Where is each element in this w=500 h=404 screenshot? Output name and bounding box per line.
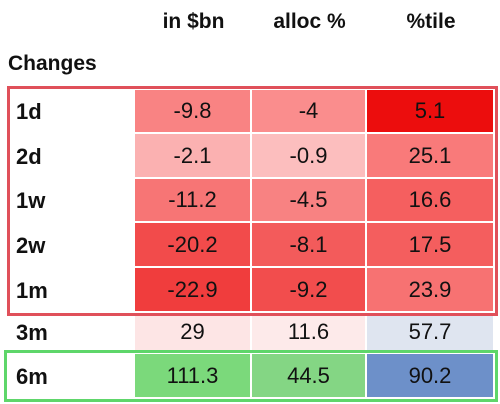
row-label: 3m <box>16 320 48 345</box>
row-label: 1w <box>16 188 46 213</box>
value-cell: -11.2 <box>135 179 252 223</box>
row-label: 1d <box>16 99 42 124</box>
value-cell: 57.7 <box>367 314 495 352</box>
value-cell: -9.2 <box>252 268 367 313</box>
value-cell: -22.9 <box>135 268 252 313</box>
value-cell: -2.1 <box>135 134 252 179</box>
value-cell: 44.5 <box>252 354 367 399</box>
value-cell: -4.5 <box>252 179 367 223</box>
value-cell: -4 <box>252 90 367 134</box>
value-cell: 16.6 <box>367 179 495 223</box>
value-cell: 25.1 <box>367 134 495 179</box>
column-header: %tile <box>406 10 456 33</box>
value-cell: 11.6 <box>252 314 367 352</box>
row-label: 2d <box>16 143 42 169</box>
column-header: in $bn <box>162 10 225 33</box>
value-cell: 23.9 <box>367 268 495 313</box>
column-header: alloc % <box>273 10 346 33</box>
value-cell: -8.1 <box>252 223 367 268</box>
row-label: 1m <box>16 277 48 303</box>
row-label: 6m <box>16 363 48 389</box>
value-cell: 29 <box>135 314 252 352</box>
value-cell: -20.2 <box>135 223 252 268</box>
value-cell: -9.8 <box>135 90 252 134</box>
value-cell: 90.2 <box>367 354 495 399</box>
value-cell: 111.3 <box>135 354 252 399</box>
value-cell: 17.5 <box>367 223 495 268</box>
section-label: Changes <box>8 52 97 75</box>
value-cell: 5.1 <box>367 90 495 134</box>
value-cell: -0.9 <box>252 134 367 179</box>
row-label: 2w <box>16 232 46 258</box>
